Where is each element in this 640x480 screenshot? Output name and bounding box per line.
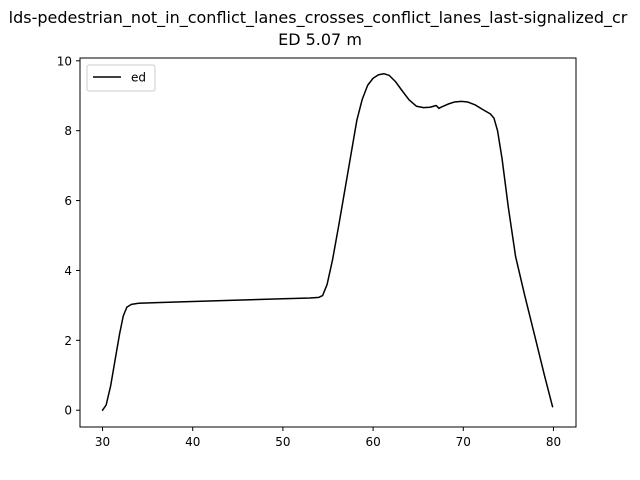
x-tick-label: 80 [546, 435, 561, 449]
series-line-ed [101, 72, 554, 411]
x-tick-label: 60 [365, 435, 380, 449]
legend-label: ed [131, 71, 146, 85]
legend: ed [86, 64, 156, 92]
axis-ticks: 30 40 50 60 70 80 0 2 4 6 8 10 [57, 54, 561, 449]
y-tick-label: 6 [64, 194, 72, 208]
x-tick-label: 70 [456, 435, 471, 449]
x-tick-label: 30 [95, 435, 110, 449]
y-tick-label: 4 [64, 264, 72, 278]
y-tick-label: 0 [64, 404, 72, 418]
axes-frame [79, 57, 577, 428]
x-tick-label: 50 [275, 435, 290, 449]
legend-box [86, 64, 156, 92]
y-tick-label: 2 [64, 334, 72, 348]
plot-area [101, 72, 554, 411]
x-tick-label: 40 [185, 435, 200, 449]
chart-subtitle: ED 5.07 m [278, 30, 362, 49]
y-tick-label: 10 [57, 54, 72, 68]
chart-title: lds-pedestrian_not_in_conflict_lanes_cro… [8, 8, 628, 27]
y-tick-label: 8 [64, 124, 72, 138]
